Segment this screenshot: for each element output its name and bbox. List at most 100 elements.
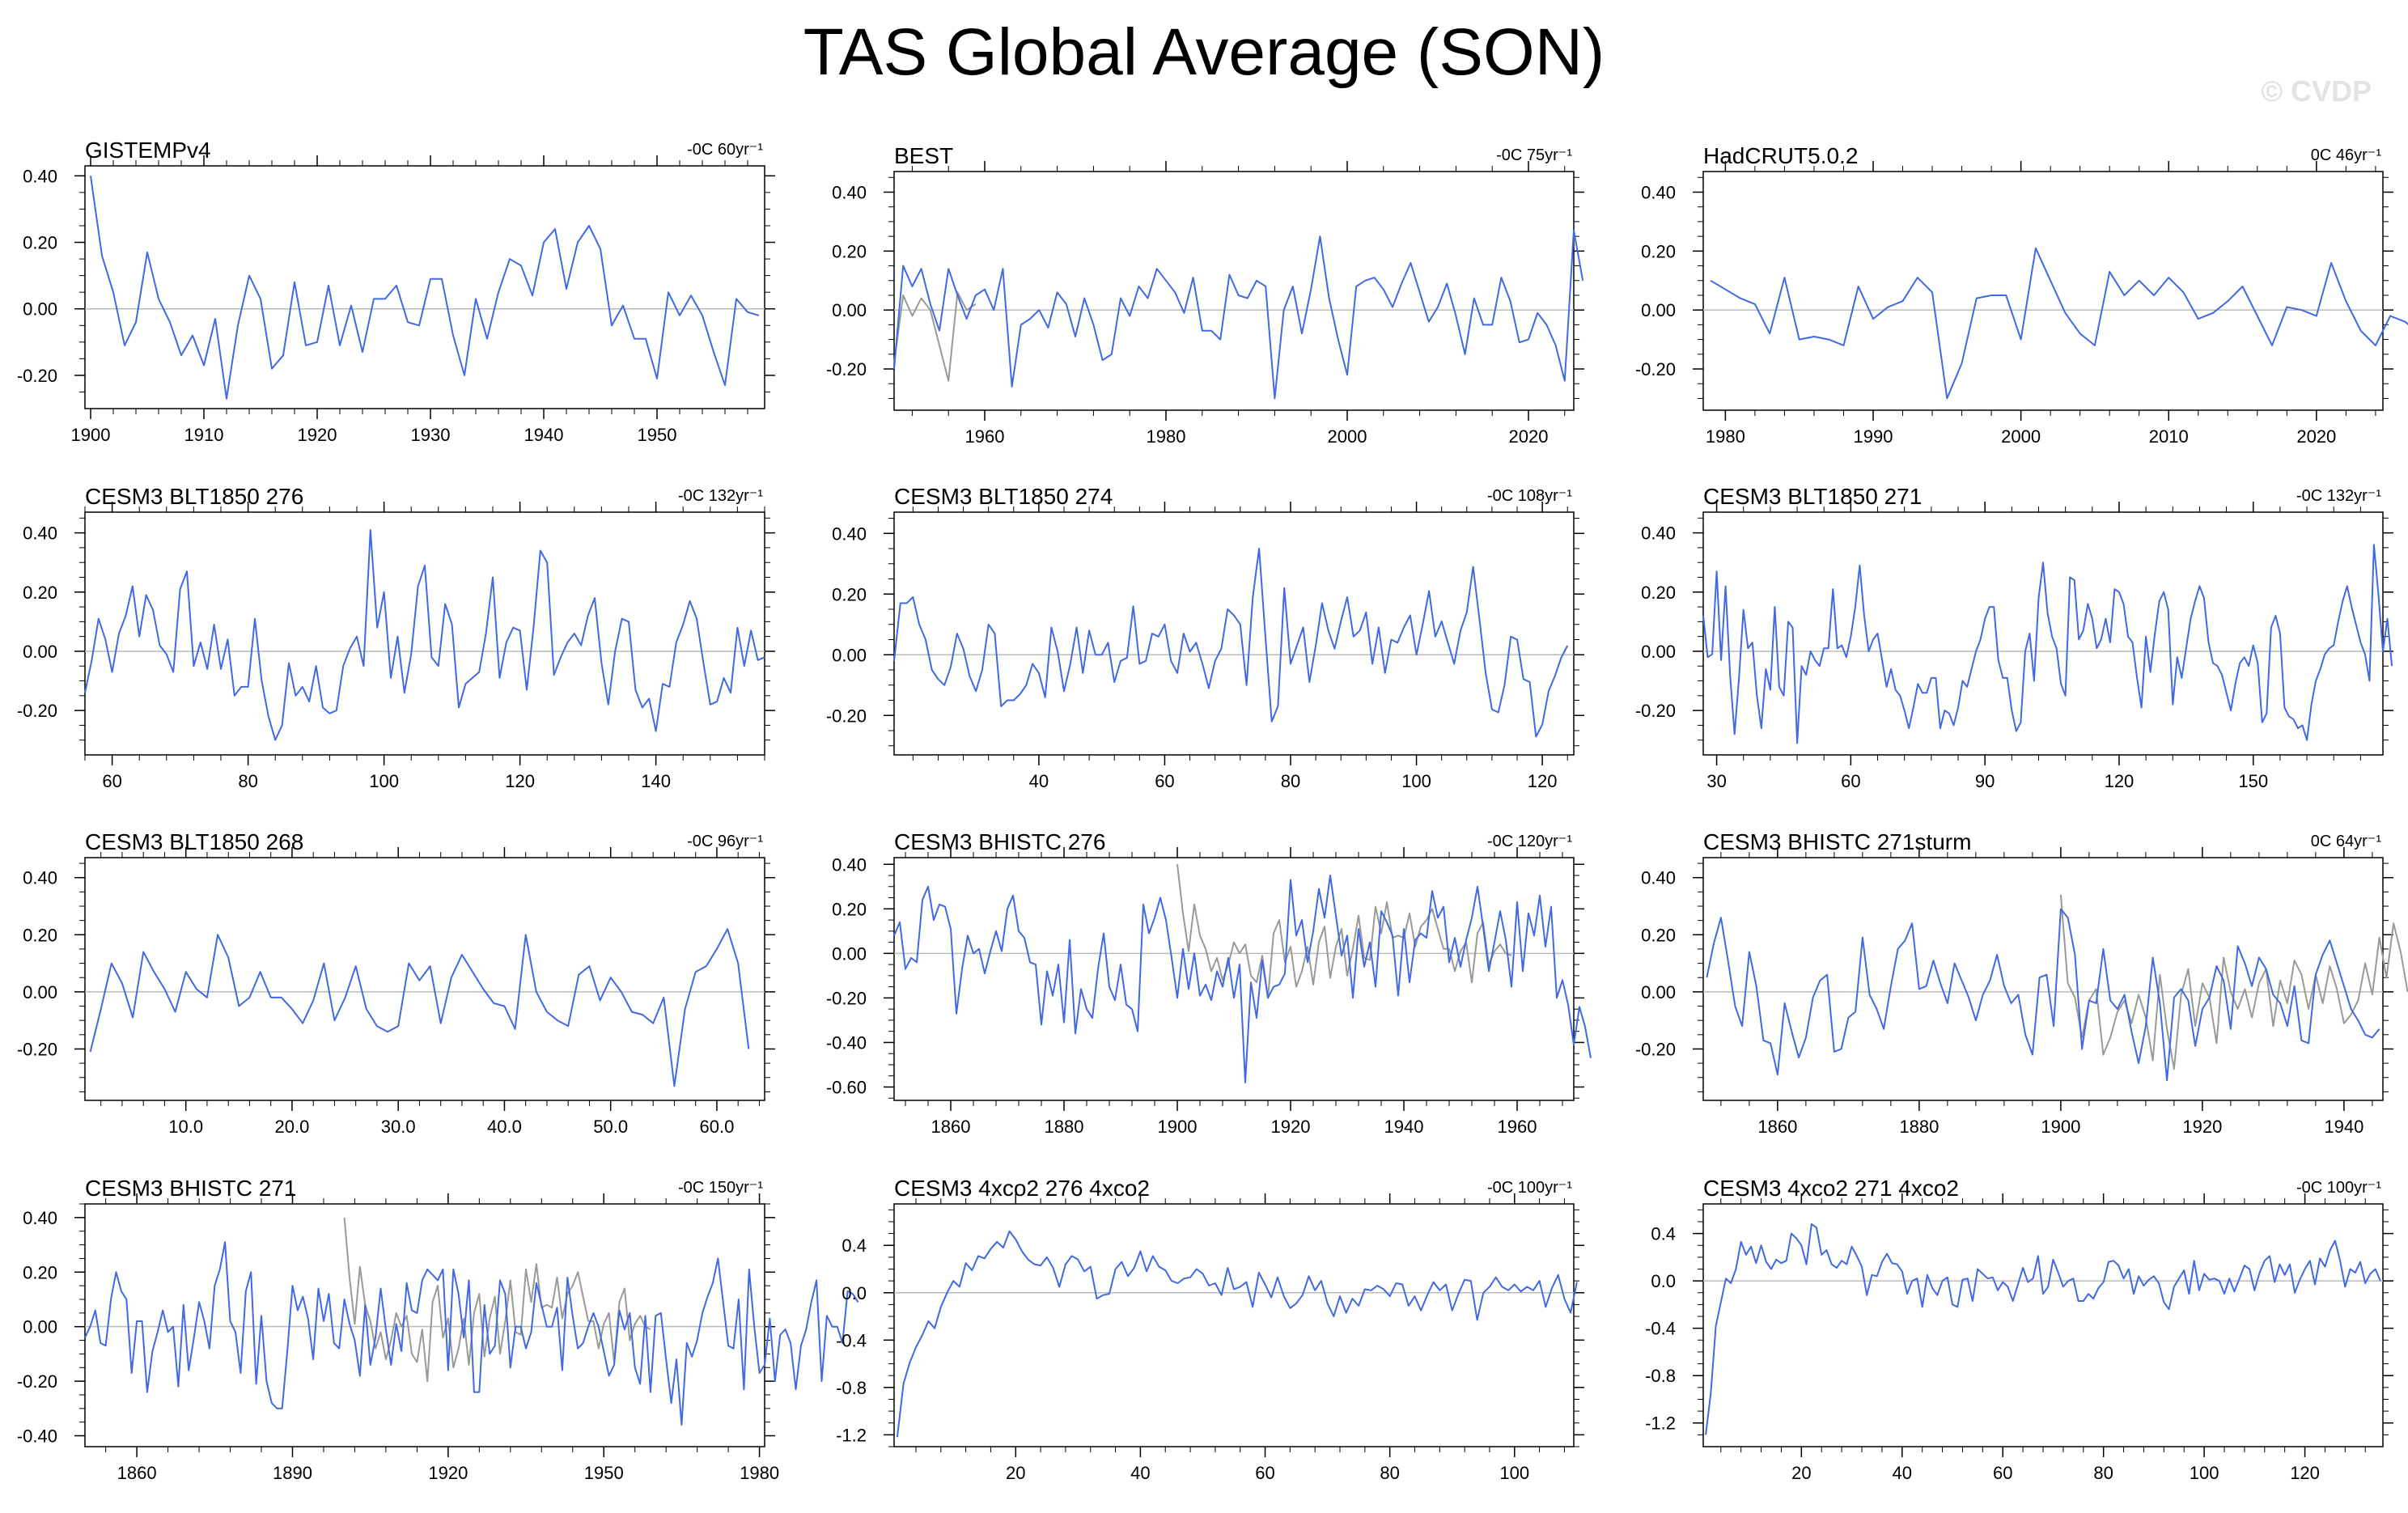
x-tick-label: 30 [1706,771,1726,791]
x-tick-label: 1910 [184,425,224,445]
trend-label: -0C 132yr⁻¹ [678,487,763,505]
y-tick-label: 0.00 [832,300,867,320]
y-tick-label: -0.60 [826,1077,867,1097]
y-tick-label: 0.00 [832,645,867,665]
figure-title: TAS Global Average (SON) [803,15,1605,89]
x-tick-label: 1960 [1498,1117,1537,1137]
x-tick-label: 20 [1006,1463,1025,1483]
x-tick-label: 60 [102,771,121,791]
x-tick-label: 60 [1155,771,1174,791]
x-tick-label: 1860 [117,1463,157,1483]
y-tick-label: 0.00 [1641,642,1676,662]
plot-frame [1702,171,2384,411]
panel-title: CESM3 BLT1850 274 [894,484,1113,509]
y-tick-label: 0.00 [1641,982,1676,1002]
x-tick-label: 20.0 [275,1117,310,1137]
panel-title: CESM3 4xco2 271 4xco2 [1703,1176,1959,1201]
x-tick-label: 2020 [2296,426,2336,447]
x-tick-label: 1950 [638,425,677,445]
panel-title: GISTEMPv4 [85,138,211,163]
series-line [89,928,750,1087]
y-tick-label: 0.20 [23,583,57,603]
trend-label: -0C 100yr⁻¹ [2296,1179,2381,1197]
x-tick-label: 40 [1893,1463,1912,1483]
y-tick-label: -0.20 [826,988,867,1008]
trend-label: -0C 100yr⁻¹ [1487,1179,1572,1197]
panel-blt1850-274: CESM3 BLT1850 274 -0C 108yr⁻¹ 40 60 80 100 1… [826,484,1584,791]
x-tick-label: 1960 [965,426,1005,447]
plot-frame [84,165,765,409]
y-tick-label: 0.40 [832,182,867,202]
y-tick-label: 0.40 [832,523,867,544]
series-line [1710,247,2408,400]
trend-label: -0C 120yr⁻¹ [1487,833,1572,850]
x-tick-label: 1890 [273,1463,312,1483]
x-tick-label: 100 [2190,1463,2219,1483]
x-tick-label: 2020 [1509,426,1549,447]
panel-bhistc-271sturm: CESM3 BHISTC 271sturm 0C 64yr⁻¹ 1860 1880… [1635,829,2408,1137]
x-tick-label: 1860 [1757,1117,1797,1137]
y-tick-label: 0.0 [1651,1271,1676,1291]
y-tick-label: -1.2 [836,1425,867,1445]
x-tick-label: 40 [1029,771,1049,791]
y-tick-label: 0.00 [832,943,867,964]
y-tick-label: 0.40 [832,854,867,875]
x-tick-label: 1940 [524,425,564,445]
x-tick-label: 1880 [1899,1117,1939,1137]
x-tick-label: 1950 [584,1463,624,1483]
trend-label: 0C 64yr⁻¹ [2311,833,2382,850]
series-line [893,875,1592,1083]
series-line [893,548,1569,738]
y-tick-label: -0.8 [1645,1366,1676,1386]
plot-frame [84,511,765,756]
plot-frame [893,511,1575,756]
x-tick-label: 1930 [411,425,451,445]
cvdp-watermark: © CVDP [2261,74,2372,108]
x-tick-label: 2000 [2001,426,2041,447]
panel-title: CESM3 4xco2 276 4xco2 [894,1176,1150,1201]
plot-frame [893,1203,1575,1447]
x-tick-label: 60 [1255,1463,1274,1483]
x-tick-label: 40.0 [487,1117,522,1137]
x-tick-label: 1980 [1706,426,1745,447]
plot-frame [84,857,765,1101]
x-tick-label: 80 [238,771,257,791]
panel-best: BEST -0C 75yr⁻¹ 1960 1980 2000 2020 0.40 0.20… [826,143,1584,447]
panel-title: BEST [894,143,953,168]
x-tick-label: 2010 [2149,426,2189,447]
panel-bhistc-276: CESM3 BHISTC 276 -0C 120yr⁻¹ 1860 1880 190… [826,829,1592,1137]
trend-label: -0C 96yr⁻¹ [687,833,763,850]
y-tick-label: 0.20 [23,925,57,945]
panel-hadcrut5: HadCRUT5.0.2 0C 46yr⁻¹ 1980 1990 2000 2010 2… [1635,143,2408,447]
y-tick-label: 0.00 [23,642,57,662]
x-tick-label: 1990 [1854,426,1893,447]
series-line [896,1230,1578,1438]
x-tick-label: 30.0 [381,1117,416,1137]
panel-title: HadCRUT5.0.2 [1703,143,1858,168]
panel-gistempv4: GISTEMPv4 -0C 60yr⁻¹ 1900 1910 1920 1930 194… [17,138,775,445]
x-tick-label: 1860 [931,1117,971,1137]
reference-series-line [343,1217,651,1383]
y-tick-label: 0.0 [842,1283,867,1303]
plot-frame [84,1203,765,1447]
series-line [1706,908,2380,1082]
series-line [893,229,1584,400]
trend-label: -0C 150yr⁻¹ [678,1179,763,1197]
reference-series-line [1176,864,1512,999]
panel-title: CESM3 BHISTC 271sturm [1703,829,1971,854]
x-tick-label: 80 [1281,771,1300,791]
x-tick-label: 120 [2290,1463,2320,1483]
y-tick-label: -0.20 [1635,1039,1676,1059]
y-tick-label: 0.40 [23,523,57,544]
x-tick-label: 90 [1975,771,1995,791]
panel-4xco2-271: CESM3 4xco2 271 4xco2 -0C 100yr⁻¹ 20 40 60… [1645,1176,2393,1483]
y-tick-label: 0.20 [1641,583,1676,603]
y-tick-label: -0.20 [17,1039,57,1059]
y-tick-label: 0.40 [23,868,57,888]
y-tick-label: -0.20 [1635,701,1676,721]
plot-frame [1702,511,2384,756]
x-tick-label: 100 [1499,1463,1529,1483]
y-tick-label: 0.20 [1641,241,1676,261]
x-tick-label: 60 [1993,1463,2012,1483]
panel-title: CESM3 BHISTC 271 [85,1176,296,1201]
